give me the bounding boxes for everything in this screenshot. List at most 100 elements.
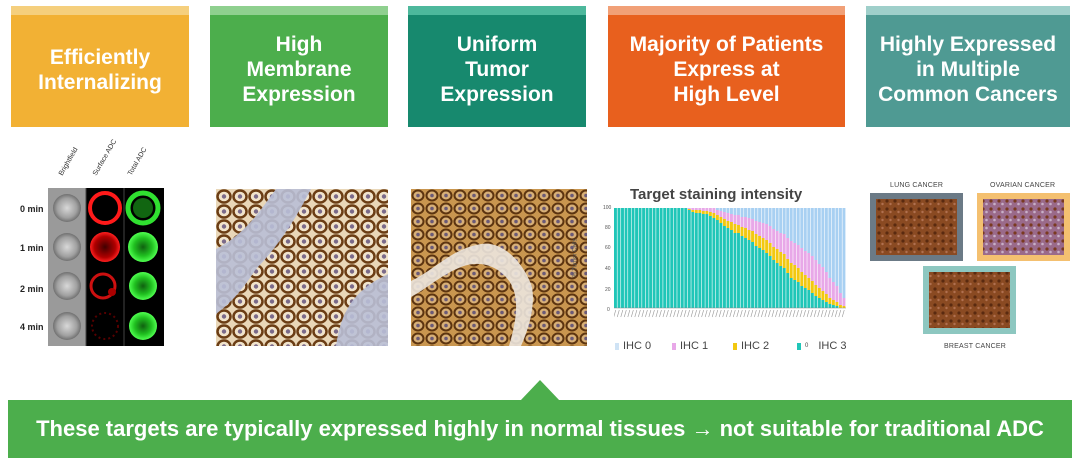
y-tick-100: 100 — [603, 205, 612, 211]
card-multiple-cancers: Highly Expressed in Multiple Common Canc… — [866, 6, 1070, 127]
conclusion-text: These targets are typically expressed hi… — [36, 416, 1044, 441]
bar-segment-ihc3-44 — [768, 256, 772, 308]
bar-segment-ihc1-58 — [817, 264, 821, 288]
x-tick-label-17 — [673, 309, 676, 318]
surface-adc-cell-image — [91, 312, 119, 340]
x-tick-label-28 — [711, 309, 715, 318]
bar-segment-ihc3-45 — [772, 260, 776, 308]
bar-segment-ihc1-33 — [730, 214, 733, 222]
total-adc-cell-image — [129, 312, 157, 340]
bar-segment-ihc2-47 — [779, 252, 783, 266]
x-tick-label-54 — [803, 309, 806, 318]
row-label-2min: 2 min — [20, 284, 44, 294]
x-tick-label-26 — [704, 309, 708, 318]
bar-segment-ihc3-34 — [733, 233, 737, 308]
bar-segment-ihc3-21 — [687, 210, 691, 308]
bar-segment-ihc2-38 — [747, 230, 751, 240]
x-tick-label-39 — [750, 309, 754, 318]
bar-segment-ihc0-50 — [789, 208, 793, 241]
x-tick-label-20 — [683, 309, 687, 318]
bar-segment-ihc1-24 — [698, 208, 702, 210]
y-axis-label: % Tumor Cells — [572, 238, 579, 278]
bar-segment-ihc1-54 — [803, 251, 807, 275]
x-tick-label-5 — [631, 309, 634, 318]
bar-segment-ihc3-30 — [719, 223, 723, 308]
bar-segment-ihc3-41 — [758, 248, 762, 308]
bar-segment-ihc3-0 — [614, 208, 617, 308]
bar-segment-ihc3-1 — [617, 208, 621, 308]
bar-segment-ihc3-24 — [698, 213, 702, 308]
staining-chart-title: Target staining intensity — [630, 186, 803, 203]
x-tick-label-12 — [655, 309, 659, 318]
bar-segment-ihc3-58 — [817, 298, 821, 308]
bar-segment-ihc1-39 — [751, 219, 755, 231]
column-header-total-adc: Total ADC — [126, 146, 149, 177]
x-tick-label-64 — [838, 309, 842, 318]
brightfield-cell-image — [53, 233, 81, 261]
x-tick-label-49 — [785, 309, 789, 318]
surface-adc-cell-image — [89, 272, 117, 300]
bar-segment-ihc3-47 — [779, 266, 783, 308]
bar-segment-ihc3-25 — [701, 214, 705, 308]
bar-segment-ihc3-15 — [666, 208, 670, 308]
bar-segment-ihc0-33 — [730, 208, 733, 214]
bar-segment-ihc2-31 — [722, 219, 726, 226]
x-tick-label-0 — [614, 309, 617, 318]
bar-segment-ihc3-12 — [656, 208, 660, 308]
bar-segment-ihc1-46 — [775, 231, 779, 249]
x-tick-label-33 — [729, 309, 733, 318]
cancer-tissue-images — [870, 193, 1070, 334]
bar-segment-ihc1-37 — [744, 217, 747, 228]
bar-segment-ihc3-2 — [621, 208, 624, 308]
bar-segment-ihc0-61 — [828, 208, 832, 278]
bar-segment-ihc2-29 — [715, 215, 719, 220]
surface-adc-cell-image — [88, 191, 122, 225]
total-adc-cell-image — [129, 272, 157, 300]
flow-row-2min — [53, 272, 157, 300]
bar-segment-ihc2-53 — [800, 272, 804, 286]
bar-segment-ihc0-57 — [814, 208, 818, 260]
bar-segment-ihc2-35 — [737, 225, 740, 233]
legend-ihc1-swatch — [672, 342, 676, 350]
bar-segment-ihc1-35 — [737, 215, 740, 225]
x-tick-label-61 — [827, 309, 831, 318]
bar-segment-ihc1-52 — [796, 245, 800, 268]
bar-segment-ihc0-34 — [733, 208, 737, 215]
x-tick-label-19 — [680, 309, 683, 318]
bar-segment-ihc1-31 — [722, 212, 726, 219]
x-tick-label-50 — [789, 309, 792, 318]
legend-ihc3-label: IHC 3 — [818, 340, 847, 352]
bar-segment-ihc3-7 — [638, 208, 642, 308]
bar-segment-ihc2-37 — [744, 228, 747, 238]
x-tick-label-44 — [768, 309, 771, 318]
bar-segment-ihc1-64 — [838, 293, 842, 305]
bar-segment-ihc2-25 — [701, 211, 705, 214]
bar-segment-ihc1-29 — [715, 210, 719, 215]
bar-segment-ihc1-36 — [740, 217, 744, 227]
bar-segment-ihc1-50 — [789, 241, 793, 263]
x-tick-label-59 — [820, 309, 824, 318]
bar-segment-ihc0-40 — [754, 208, 758, 221]
bar-segment-ihc3-13 — [659, 208, 663, 308]
bar-segment-ihc1-27 — [708, 208, 712, 212]
bar-segment-ihc0-65 — [842, 208, 846, 298]
bar-segment-ihc3-56 — [810, 293, 814, 308]
bar-segment-ihc3-10 — [649, 208, 653, 308]
bar-segment-ihc2-55 — [807, 278, 811, 290]
y-tick-60: 60 — [605, 245, 611, 251]
x-tick-label-41 — [757, 309, 761, 318]
bar-segment-ihc0-45 — [772, 208, 776, 229]
x-tick-label-16 — [669, 309, 673, 318]
conclusion-banner: These targets are typically expressed hi… — [8, 400, 1072, 458]
bar-segment-ihc3-18 — [677, 208, 681, 308]
legend-ihc1: IHC 1 — [672, 340, 708, 352]
lung-cancer-image — [870, 193, 963, 261]
y-tick-0: 0 — [607, 307, 610, 313]
x-tick-label-27 — [708, 309, 711, 318]
bar-segment-ihc1-48 — [782, 234, 786, 254]
bar-segment-ihc0-64 — [838, 208, 842, 293]
legend-ihc0-label: IHC 0 — [623, 340, 652, 352]
x-tick-label-10 — [648, 309, 652, 318]
x-tick-label-31 — [722, 309, 726, 318]
legend-ihc2-swatch — [733, 342, 737, 350]
